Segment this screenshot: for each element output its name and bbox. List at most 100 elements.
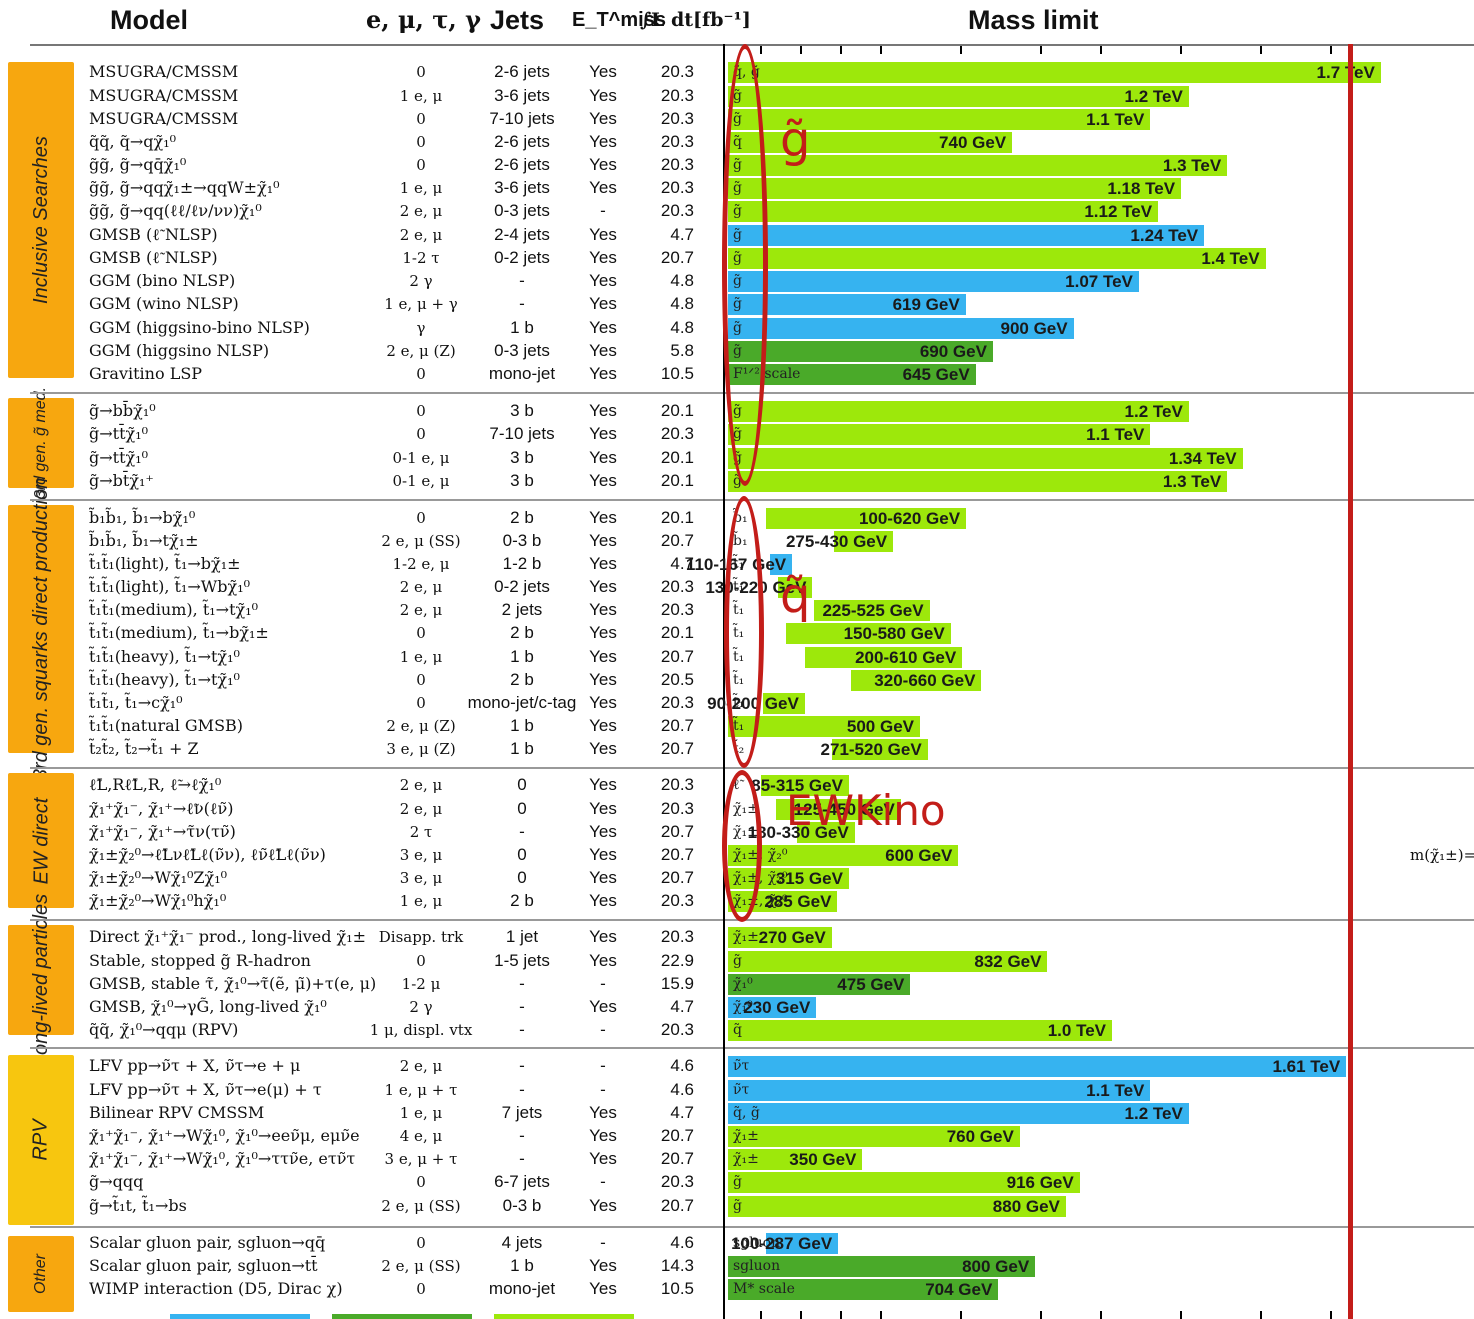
bar-value-label: 1.1 TeV xyxy=(1086,110,1145,129)
leptons-cell: 1 μ, displ. vtx xyxy=(369,1021,473,1039)
leptons-cell: 0 xyxy=(416,694,426,712)
lumi-cell: 4.6 xyxy=(670,1233,694,1252)
model-cell: Bilinear RPV CMSSM xyxy=(89,1103,265,1122)
model-cell: t̃₁t̃₁(light), t̃₁→bχ̃₁± xyxy=(89,554,241,573)
jets-cell: 2 b xyxy=(510,670,534,689)
bar-value-label: 200-610 GeV xyxy=(855,648,957,667)
met-cell: Yes xyxy=(589,448,617,467)
jets-cell: 2 b xyxy=(510,623,534,642)
leptons-cell: 1 e, μ + τ xyxy=(384,1081,458,1099)
squark-ellipse xyxy=(724,496,764,768)
jets-cell: 0-3 b xyxy=(502,1196,542,1215)
model-cell: g̃→tt̄χ̃₁⁰ xyxy=(89,448,149,467)
mass-limit-bar xyxy=(728,716,920,737)
leptons-cell: 0 xyxy=(416,110,426,128)
leptons-cell: 0-1 e, μ xyxy=(392,472,450,490)
model-cell: t̃₁t̃₁, t̃₁→cχ̃₁⁰ xyxy=(89,693,183,712)
bar-value-label: 180-330 GeV xyxy=(747,823,849,842)
mass-limit-bar xyxy=(728,997,817,1018)
axis-tick xyxy=(880,46,882,54)
axis-tick xyxy=(1180,46,1182,54)
leptons-cell: 2 e, μ xyxy=(399,578,443,596)
jets-cell: - xyxy=(519,822,525,841)
sparticle-label: ν̃τ xyxy=(733,1058,750,1074)
axis-tick xyxy=(1100,1311,1102,1319)
model-cell: Gravitino LSP xyxy=(89,364,203,383)
leptons-cell: 0 xyxy=(416,624,426,642)
mass-limit-bar xyxy=(728,401,1189,422)
mass-limit-bar xyxy=(728,341,993,362)
leptons-cell: 1 e, μ xyxy=(399,892,443,910)
met-cell: Yes xyxy=(589,739,617,758)
model-cell: t̃₁t̃₁(medium), t̃₁→tχ̃₁⁰ xyxy=(89,600,259,619)
model-cell: t̃₁t̃₁(medium), t̃₁→bχ̃₁± xyxy=(89,623,269,642)
jets-cell: - xyxy=(519,1056,525,1075)
leptons-cell: 0-1 e, μ xyxy=(392,449,450,467)
leptons-cell: 1-2 e, μ xyxy=(392,555,450,573)
bar-value-label: 85-315 GeV xyxy=(751,776,843,795)
met-cell: Yes xyxy=(589,271,617,290)
ewkino-annotation: EWKino xyxy=(786,786,946,835)
leptons-cell: γ xyxy=(416,319,426,337)
leptons-cell: 1 e, μ + γ xyxy=(384,295,458,313)
bar-value-label: 1.18 TeV xyxy=(1107,179,1176,198)
mass-limit-bar xyxy=(728,178,1182,199)
bar-value-label: 1.2 TeV xyxy=(1124,1104,1183,1123)
bar-value-label: 125-450 GeV xyxy=(793,800,895,819)
jets-cell: - xyxy=(519,271,525,290)
model-cell: GMSB, stable τ̃, χ̃₁⁰→τ̃(ẽ, μ̃)+τ(e, μ) xyxy=(89,974,377,993)
bar-value-label: 1.4 TeV xyxy=(1201,249,1260,268)
lumi-cell: 4.7 xyxy=(670,997,694,1016)
leptons-cell: 1 e, μ xyxy=(399,648,443,666)
leptons-cell: 0 xyxy=(416,402,426,420)
bar-value-label: 271-520 GeV xyxy=(820,740,922,759)
axis-tick xyxy=(1180,1311,1182,1319)
sparticle-label: M* scale xyxy=(733,1281,795,1297)
met-cell: Yes xyxy=(589,1149,617,1168)
bar-value-label: 350 GeV xyxy=(789,1150,857,1169)
bar-value-label: 230 GeV xyxy=(743,998,811,1017)
leptons-cell: 2 e, μ (SS) xyxy=(381,532,461,550)
mass-limit-bar xyxy=(728,248,1266,269)
met-cell: Yes xyxy=(589,364,617,383)
jets-cell: 1 b xyxy=(510,716,534,735)
mass-limit-bar xyxy=(785,623,951,644)
legend-swatch-blue xyxy=(170,1314,310,1319)
mass-limit-bar xyxy=(728,1172,1080,1193)
lumi-cell: 4.7 xyxy=(670,1103,694,1122)
jets-cell: 3 b xyxy=(510,471,534,490)
mass-limit-bar xyxy=(728,1080,1151,1101)
jets-cell: 3-6 jets xyxy=(494,178,550,197)
lumi-cell: 4.6 xyxy=(670,1056,694,1075)
lumi-cell: 20.1 xyxy=(660,471,694,490)
bar-value-label: 315 GeV xyxy=(775,869,843,888)
jets-cell: 0 xyxy=(517,868,527,887)
jets-cell: - xyxy=(519,294,525,313)
jets-cell: 3 b xyxy=(510,448,534,467)
lumi-cell: 20.3 xyxy=(660,155,694,174)
lumi-cell: 20.3 xyxy=(660,927,694,946)
sparticle-label: χ̃₁± xyxy=(733,929,759,945)
section-label: EW direct xyxy=(30,797,52,884)
mass-limit-bar xyxy=(728,1020,1112,1041)
jets-cell: 1-2 b xyxy=(502,554,542,573)
leptons-cell: 4 e, μ xyxy=(399,1127,443,1145)
mass-limit-bar xyxy=(728,448,1243,469)
jets-cell: 0 xyxy=(517,845,527,864)
sparticle-label: χ̃₁± xyxy=(733,1128,759,1144)
lumi-cell: 20.7 xyxy=(660,1196,694,1215)
jets-cell: - xyxy=(519,997,525,1016)
met-cell: - xyxy=(600,1080,606,1099)
leptons-cell: 2 e, μ xyxy=(399,226,443,244)
model-cell: t̃₁t̃₁(heavy), t̃₁→tχ̃₁⁰ xyxy=(89,670,240,689)
model-cell: χ̃₁±χ̃₂⁰→Wχ̃₁⁰Zχ̃₁⁰ xyxy=(89,868,228,887)
mass-limit-bar xyxy=(728,364,976,385)
model-cell: WIMP interaction (D5, Dirac χ) xyxy=(89,1279,343,1298)
sparticle-label: χ̃₁⁰ xyxy=(733,976,753,992)
jets-cell: 2-6 jets xyxy=(494,132,550,151)
leptons-cell: 0 xyxy=(416,365,426,383)
met-cell: - xyxy=(600,1172,606,1191)
mass-limit-bar xyxy=(728,109,1151,130)
leptons-cell: 2 e, μ xyxy=(399,202,443,220)
lumi-cell: 20.7 xyxy=(660,822,694,841)
